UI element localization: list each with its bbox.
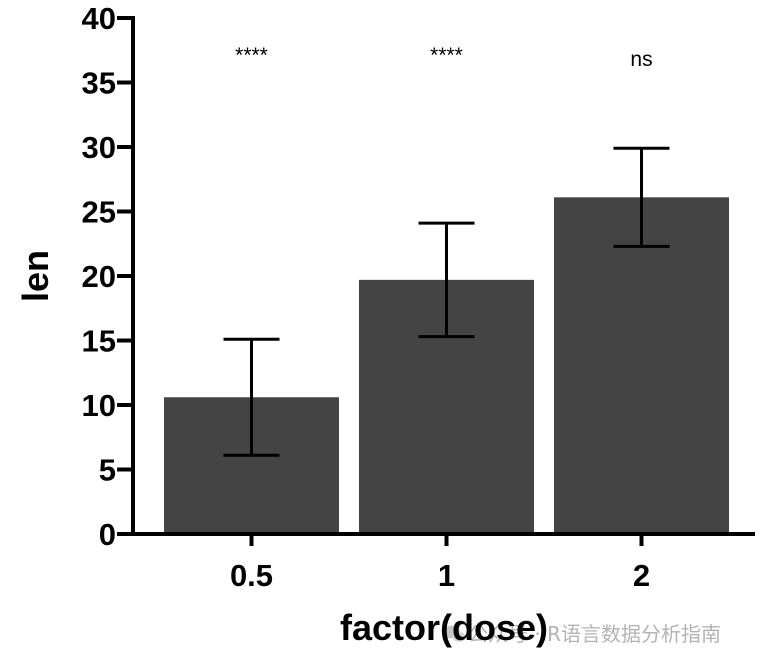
significance-label: **** xyxy=(235,44,268,67)
watermark: 公众号 · R语言数据分析指南 xyxy=(444,622,721,646)
error-bar-0.5 xyxy=(223,337,280,457)
watermark-text: 公众号 · R语言数据分析指南 xyxy=(468,622,721,646)
y-axis-title: len xyxy=(15,250,56,302)
y-tick-label: 30 xyxy=(82,130,116,165)
x-tick-label: 1 xyxy=(438,558,455,593)
x-tick-label: 2 xyxy=(633,558,650,593)
significance-label: **** xyxy=(430,44,463,67)
y-tick-label: 5 xyxy=(99,453,116,488)
y-tick-label: 0 xyxy=(99,517,116,552)
y-tick-label: 25 xyxy=(82,195,116,230)
y-tick-label: 40 xyxy=(82,1,116,36)
error-bar-1 xyxy=(418,221,475,339)
x-tick-label: 0.5 xyxy=(230,558,273,593)
plot-area: **** **** ns xyxy=(164,44,729,534)
bar-2 xyxy=(554,197,729,534)
y-tick-label: 20 xyxy=(82,259,116,294)
significance-label: ns xyxy=(630,48,652,71)
x-axis-title: factor(dose) xyxy=(340,607,548,648)
error-bar-2 xyxy=(613,146,670,248)
wechat-icon xyxy=(444,625,466,642)
y-tick-label: 35 xyxy=(82,66,116,101)
y-tick-label: 10 xyxy=(82,388,116,423)
y-tick-label: 15 xyxy=(82,324,116,359)
